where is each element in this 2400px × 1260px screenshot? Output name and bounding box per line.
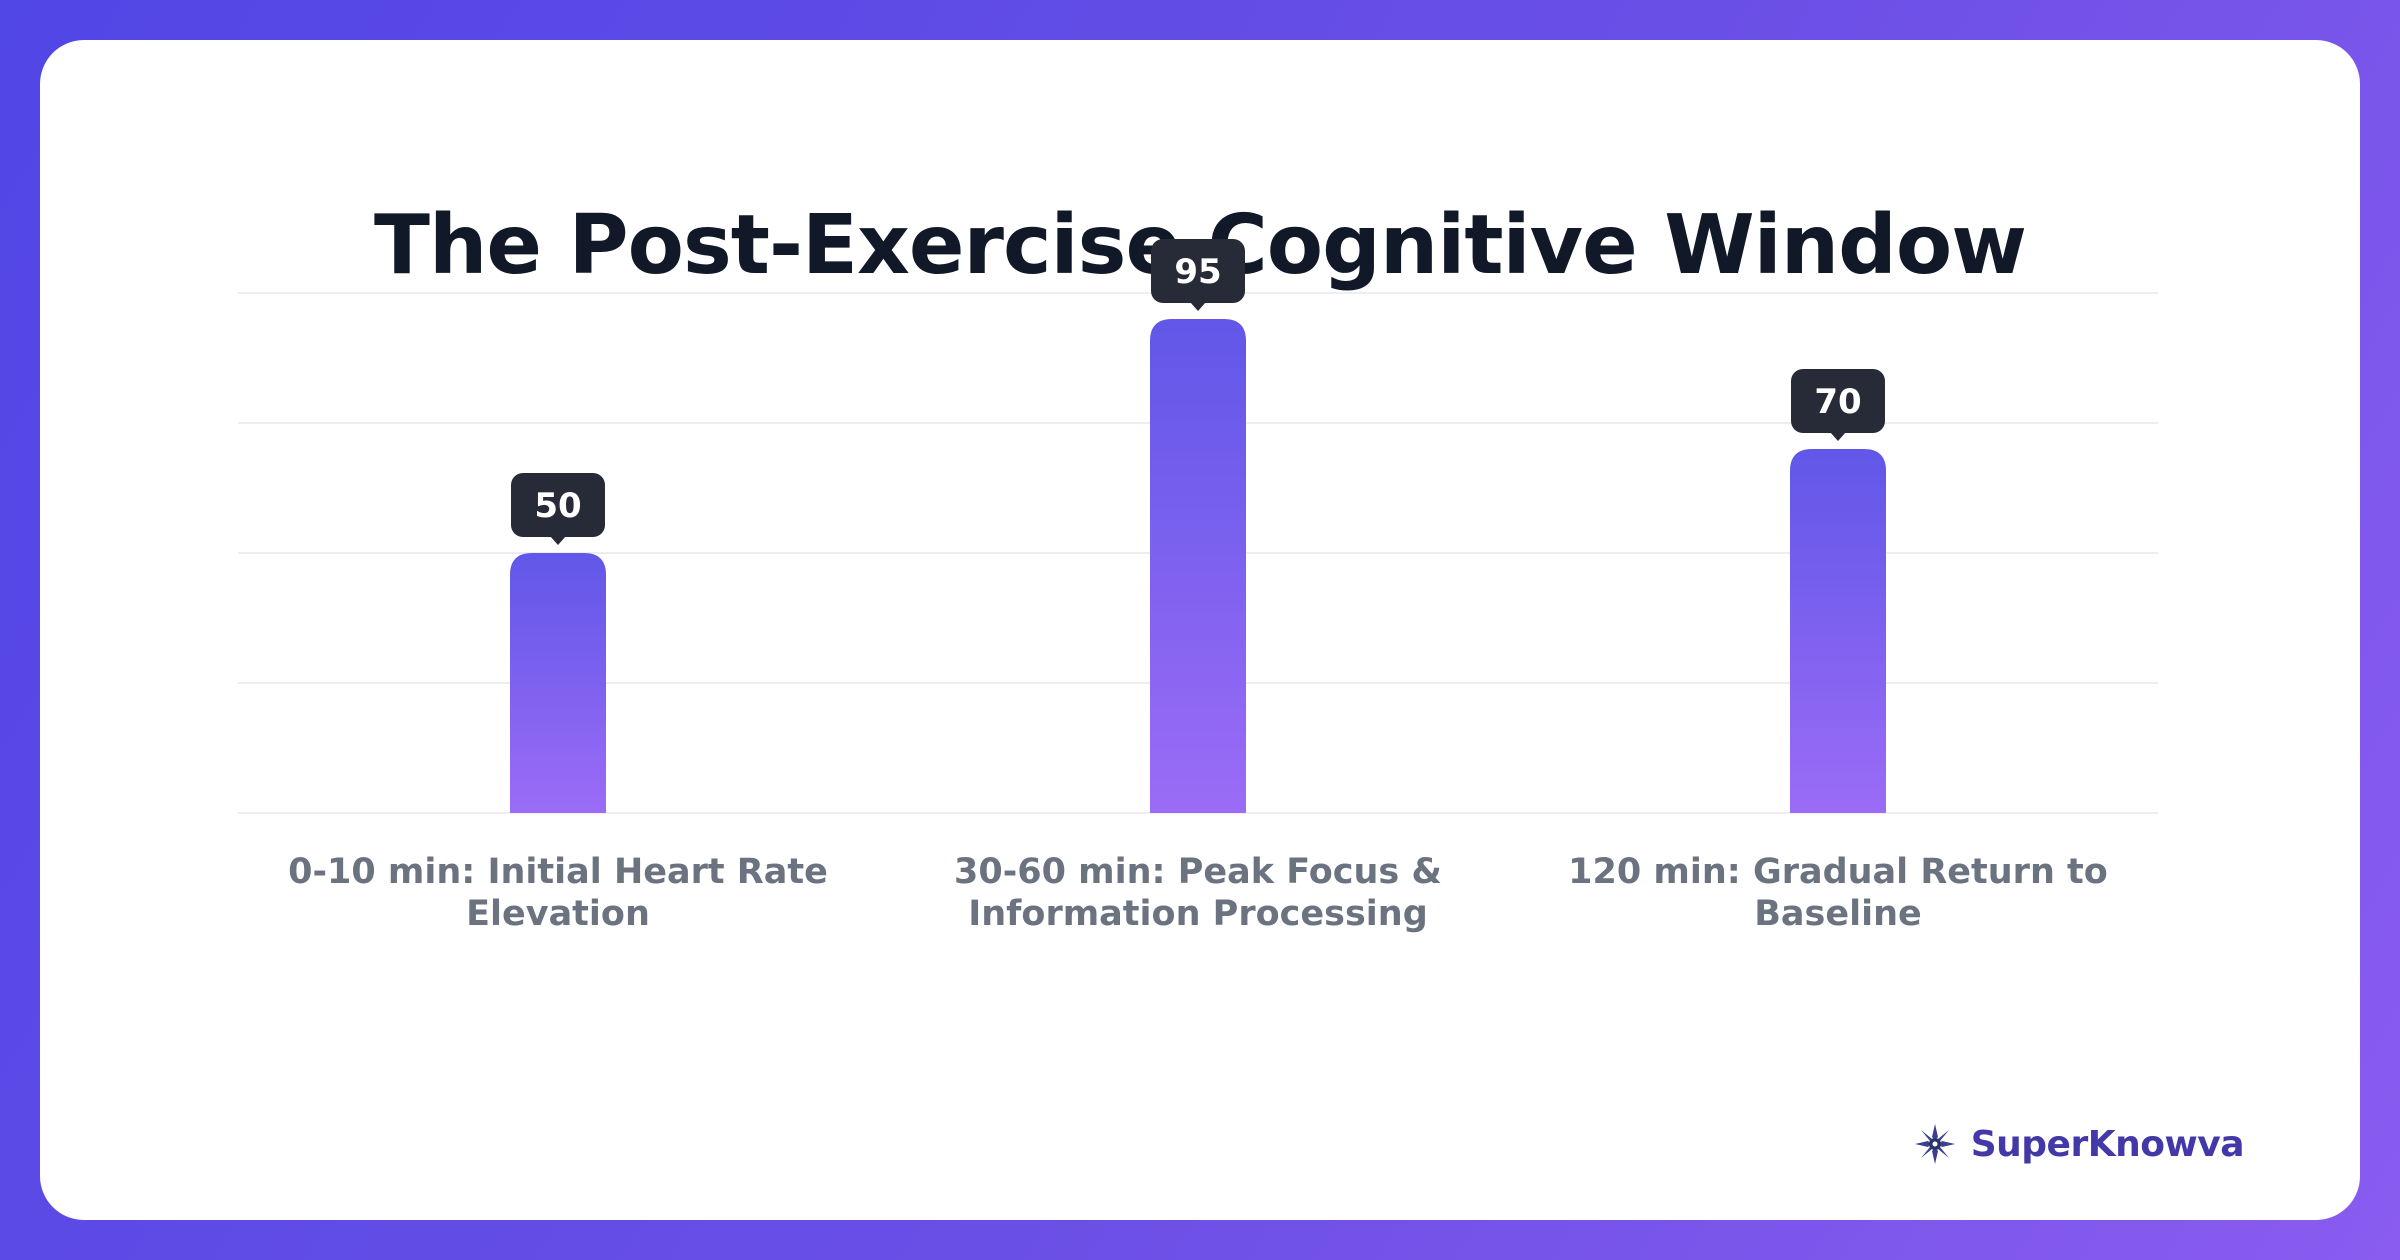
x-tick-label: 30-60 min: Peak Focus & Information Proce… (954, 852, 1442, 934)
x-tick-label: 0-10 min: Initial Heart Rate Elevation (288, 852, 828, 934)
value-label-pointer (550, 536, 566, 545)
x-tick-label: 120 min: Gradual Return to Baseline (1568, 852, 2108, 934)
value-label-pointer (1190, 302, 1206, 311)
bar (1790, 449, 1886, 813)
bar (1150, 319, 1246, 813)
value-label: 70 (1791, 369, 1885, 441)
value-label: 50 (511, 473, 605, 545)
value-label-box (511, 473, 605, 537)
value-label: 95 (1151, 239, 1245, 311)
value-label-box (1791, 369, 1885, 433)
x-tick-label-line: 0-10 min: Initial Heart Rate (288, 852, 828, 892)
starburst-logo-icon (1914, 1124, 1955, 1164)
value-label-text: 50 (534, 486, 581, 526)
brand-logo: SuperKnowva (1913, 1122, 2245, 1166)
x-tick-label-line: Baseline (1754, 894, 1922, 934)
bar (510, 553, 606, 813)
value-label-box (1151, 239, 1245, 303)
bar-chart: 50 95 70 0-10 min: Initial Heart Rate Eleva… (238, 239, 2158, 934)
brand-name: SuperKnowva (1970, 1123, 2245, 1165)
x-tick-label-line: 30-60 min: Peak Focus & (954, 852, 1442, 892)
x-tick-label-line: Information Processing (968, 894, 1428, 934)
chart-card: The Post-Exercise Cognitive Window 50 95 7… (40, 40, 2360, 1220)
bars: 50 95 70 (510, 239, 1886, 813)
category-labels: 0-10 min: Initial Heart Rate Elevation 30-… (288, 852, 2108, 934)
value-label-text: 95 (1174, 252, 1221, 292)
value-label-pointer (1830, 432, 1846, 441)
value-label-text: 70 (1814, 382, 1861, 422)
x-tick-label-line: 120 min: Gradual Return to (1568, 852, 2108, 892)
x-tick-label-line: Elevation (466, 894, 650, 934)
